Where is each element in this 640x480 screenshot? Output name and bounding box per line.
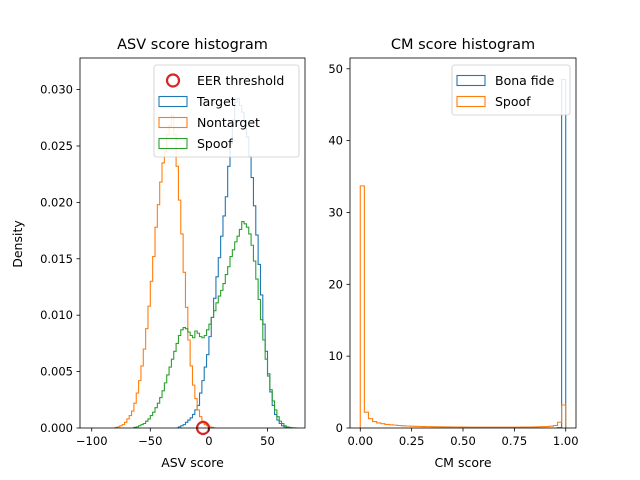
cm-y-tick-label: 40 — [328, 134, 343, 148]
cm-x-axis-label: CM score — [434, 455, 491, 470]
cm-series-spoof — [359, 185, 567, 428]
asv-x-tick-label: −100 — [76, 434, 108, 448]
asv-legend-label-target: Target — [196, 94, 236, 109]
asv-y-tick-label: 0.000 — [40, 421, 73, 435]
asv-y-tick-label: 0.020 — [40, 195, 73, 209]
cm-x-tick-label: 0.25 — [399, 434, 425, 448]
asv-y-tick-label: 0.030 — [40, 83, 73, 97]
cm-legend-swatch-spoof — [456, 95, 486, 108]
asv-axes-frame — [79, 57, 306, 429]
asv-y-tick-label: 0.025 — [40, 139, 73, 153]
asv-x-tick-label: 0 — [205, 434, 212, 448]
cm-x-tick-label: 0.00 — [347, 434, 373, 448]
asv-legend-box — [153, 64, 300, 158]
asv-legend-swatch-spoof — [158, 137, 188, 150]
asv-legend: EER threshold Target Nontarget Spoof — [153, 64, 300, 158]
asv-legend-label-eer-threshold: EER threshold — [197, 73, 284, 88]
asv-x-tick-label: 50 — [260, 434, 275, 448]
asv-legend-label-nontarget: Nontarget — [197, 115, 260, 130]
asv-histogram-panel: ASV score histogram −100 −50 0 50 0.000 0.005… — [10, 37, 306, 470]
cm-legend-label-bona-fide: Bona fide — [495, 73, 555, 88]
asv-legend-label-spoof: Spoof — [197, 136, 233, 151]
cm-y-tick-label: 10 — [328, 349, 343, 363]
asv-y-tick-label: 0.010 — [40, 308, 73, 322]
asv-y-axis-label: Density — [10, 220, 25, 268]
cm-x-tick-label: 1.00 — [553, 434, 579, 448]
cm-legend-label-spoof: Spoof — [495, 94, 531, 109]
asv-x-axis-label: ASV score — [161, 455, 224, 470]
asv-legend-swatch-target — [158, 95, 188, 108]
cm-y-tick-label: 50 — [328, 62, 343, 76]
asv-x-tick-label: −50 — [138, 434, 162, 448]
cm-legend-box — [451, 64, 571, 116]
asv-legend-marker-eer-threshold — [165, 73, 181, 88]
cm-y-tick-label: 30 — [328, 205, 343, 219]
asv-y-tick-label: 0.015 — [40, 252, 73, 266]
asv-chart-title: ASV score histogram — [117, 37, 268, 53]
cm-y-tick-label: 0 — [336, 421, 343, 435]
asv-series-spoof — [133, 221, 298, 428]
cm-legend-swatch-bona-fide — [456, 74, 486, 87]
asv-y-tick-label: 0.005 — [40, 365, 73, 379]
cm-x-tick-label: 0.75 — [502, 434, 528, 448]
cm-y-tick-label: 20 — [328, 277, 343, 291]
cm-legend: Bona fide Spoof — [451, 64, 571, 116]
cm-histogram-panel: CM score histogram 0.00 0.25 0.50 0.75 1.00 0… — [328, 37, 578, 470]
cm-x-tick-label: 0.50 — [450, 434, 476, 448]
cm-chart-title: CM score histogram — [391, 37, 535, 53]
asv-legend-swatch-nontarget — [158, 116, 188, 129]
